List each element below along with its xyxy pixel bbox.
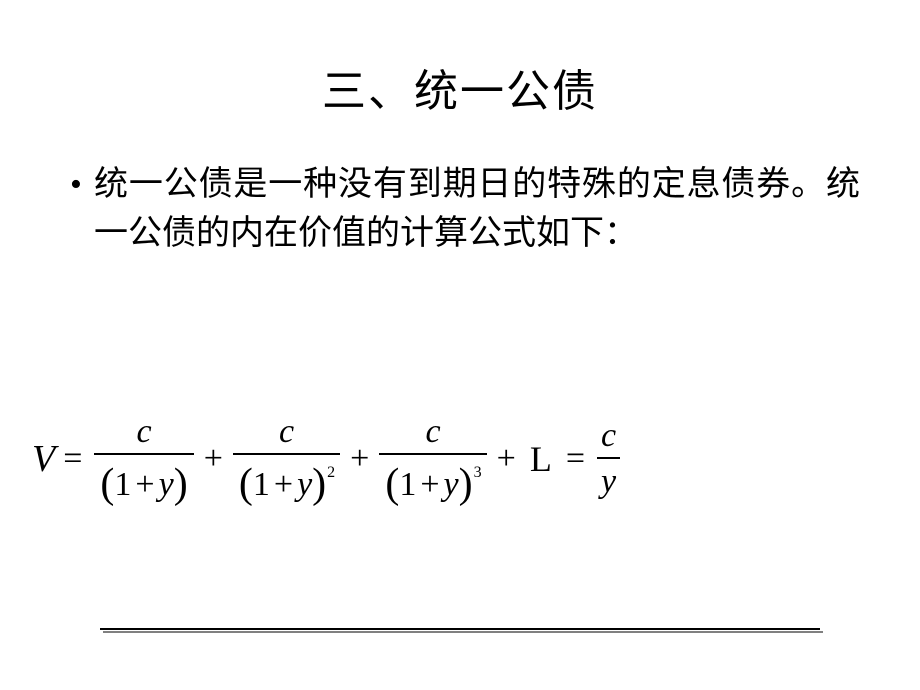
- equals-sign: =: [560, 440, 595, 478]
- body-text-block: • 统一公债是一种没有到期日的特殊的定息债券。统一公债的内在价值的计算公式如下：: [70, 160, 860, 259]
- open-paren: (: [100, 463, 114, 505]
- slide: 三、统一公债 • 统一公债是一种没有到期日的特殊的定息债券。统一公债的内在价值的…: [0, 0, 920, 690]
- divider-line: [100, 628, 820, 630]
- variable-y: y: [601, 465, 616, 499]
- plus-sign: +: [489, 440, 524, 478]
- term-2-numerator: c: [273, 415, 300, 453]
- formula-lhs: V: [32, 437, 57, 481]
- variable-y: y: [444, 468, 459, 502]
- result-fraction: c y: [595, 419, 622, 499]
- formula: V = c ( 1 + y ) + c ( 1 + y ) 2 +: [32, 415, 900, 503]
- divider-shadow: [103, 631, 823, 633]
- term-2: c ( 1 + y ) 2: [231, 415, 342, 503]
- bullet-text: 统一公债是一种没有到期日的特殊的定息债券。统一公债的内在价值的计算公式如下：: [94, 160, 860, 259]
- plus-sign: +: [270, 468, 297, 502]
- open-paren: (: [239, 463, 253, 505]
- constant-one: 1: [253, 468, 270, 502]
- term-3: c ( 1 + y ) 3: [377, 415, 488, 503]
- term-3-denominator: ( 1 + y ) 3: [379, 453, 486, 503]
- exponent-3: 3: [474, 465, 482, 481]
- plus-sign: +: [416, 468, 443, 502]
- slide-title: 三、统一公债: [0, 0, 920, 119]
- constant-one: 1: [399, 468, 416, 502]
- open-paren: (: [385, 463, 399, 505]
- plus-sign: +: [342, 440, 377, 478]
- term-2-denominator: ( 1 + y ) 2: [233, 453, 340, 503]
- term-1-denominator: ( 1 + y ): [94, 453, 193, 503]
- constant-one: 1: [114, 468, 131, 502]
- ellipsis: L: [524, 438, 560, 480]
- result-numerator: c: [597, 419, 620, 457]
- term-3-numerator: c: [419, 415, 446, 453]
- bullet-item: • 统一公债是一种没有到期日的特殊的定息债券。统一公债的内在价值的计算公式如下：: [70, 160, 860, 259]
- exponent-2: 2: [327, 465, 335, 481]
- term-1: c ( 1 + y ): [92, 415, 195, 503]
- equals-sign: =: [57, 440, 92, 478]
- result-denominator: y: [597, 457, 620, 499]
- variable-y: y: [159, 468, 174, 502]
- close-paren: ): [174, 463, 188, 505]
- bullet-marker: •: [70, 160, 94, 209]
- close-paren: ): [312, 463, 326, 505]
- term-1-numerator: c: [131, 415, 158, 453]
- variable-y: y: [297, 468, 312, 502]
- plus-sign: +: [131, 468, 158, 502]
- plus-sign: +: [196, 440, 231, 478]
- close-paren: ): [459, 463, 473, 505]
